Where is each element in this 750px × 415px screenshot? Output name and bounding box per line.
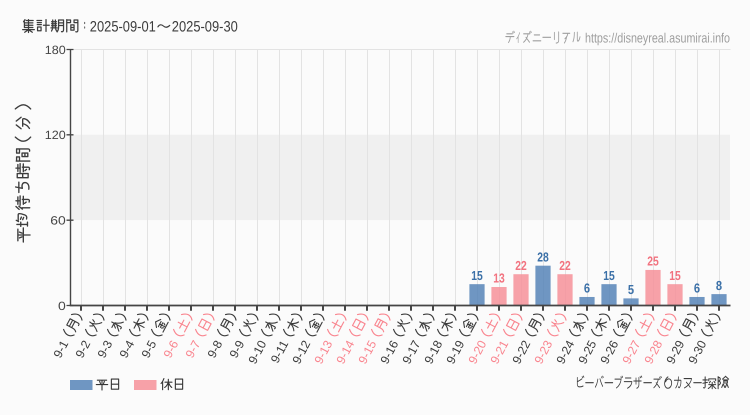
- svg-text:22: 22: [515, 258, 527, 273]
- svg-text:22: 22: [559, 258, 571, 273]
- svg-text:120: 120: [45, 128, 66, 142]
- svg-text:0: 0: [58, 299, 66, 313]
- svg-text:15: 15: [669, 268, 681, 283]
- svg-text:2025-09-30: 2025-09-30: [172, 18, 238, 35]
- svg-text:6: 6: [584, 281, 590, 296]
- svg-text:60: 60: [50, 214, 66, 228]
- svg-text:13: 13: [493, 271, 505, 286]
- svg-text:https://disneyreal.asumirai.in: https://disneyreal.asumirai.info: [585, 31, 730, 46]
- svg-text:25: 25: [647, 254, 659, 269]
- svg-text:8: 8: [716, 278, 722, 293]
- svg-text:2025-09-01: 2025-09-01: [90, 18, 156, 35]
- svg-text:6: 6: [694, 281, 700, 296]
- svg-text:15: 15: [603, 268, 615, 283]
- svg-text:5: 5: [628, 282, 634, 297]
- svg-text:180: 180: [45, 43, 66, 57]
- svg-text:28: 28: [537, 249, 549, 264]
- svg-text:15: 15: [471, 268, 483, 283]
